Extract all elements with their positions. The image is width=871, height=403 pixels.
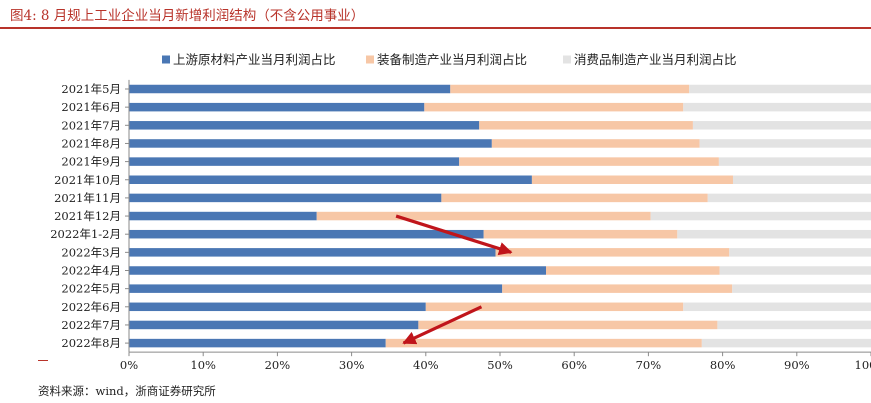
bar-segment-11-1 (502, 284, 733, 293)
x-tick-label-9: 90% (784, 358, 810, 372)
bar-segment-8-2 (677, 229, 871, 239)
title-divider (0, 27, 871, 29)
bar-segment-8-1 (483, 229, 678, 239)
bar-segment-14-2 (701, 338, 871, 348)
x-tick-label-5: 50% (487, 358, 513, 372)
bar-segment-4-0 (129, 157, 460, 166)
x-tick-label-4: 40% (413, 358, 439, 372)
bar-segment-6-1 (441, 193, 708, 203)
legend-label-2: 消费品制造产业当月利润占比 (574, 52, 737, 67)
legend-label-0: 上游原材料产业当月利润占比 (173, 52, 336, 67)
bar-segment-12-2 (683, 302, 871, 312)
bar-segment-3-2 (699, 139, 871, 148)
bar-segment-12-0 (129, 302, 426, 312)
bar-segment-11-0 (129, 284, 503, 293)
bar-segment-5-0 (129, 175, 532, 184)
bar-segment-9-2 (729, 248, 871, 257)
y-tick-label-4: 2021年9月 (61, 155, 121, 169)
trend-arrow-1 (402, 305, 483, 345)
y-tick-label-8: 2022年1-2月 (50, 227, 121, 241)
bar-segment-14-0 (129, 338, 386, 348)
y-tick-label-11: 2022年5月 (61, 282, 121, 296)
chart-axes: 2021年5月 2021年6月 2021年7月 2021年8月 2021年9月 2021年… (50, 79, 871, 372)
x-tick-label-10: 100% (855, 358, 871, 372)
legend-label-1: 装备制造产业当月利润占比 (377, 52, 527, 67)
bar-segment-7-2 (650, 211, 871, 221)
bar-segment-14-1 (385, 338, 702, 348)
bar-segment-13-2 (717, 320, 871, 330)
bar-segment-0-1 (450, 84, 690, 94)
bar-segment-2-2 (692, 121, 871, 130)
trend-arrow-0 (395, 214, 513, 256)
legend-swatch-0 (162, 55, 170, 64)
x-tick-label-1: 10% (190, 358, 216, 372)
bar-segment-13-1 (418, 320, 718, 330)
bar-segment-4-1 (459, 157, 719, 166)
bar-segment-2-1 (479, 121, 693, 130)
bar-segment-8-0 (129, 229, 484, 239)
bar-segment-2-0 (129, 121, 480, 130)
y-tick-label-5: 2021年10月 (54, 173, 121, 187)
bar-segment-9-0 (129, 248, 496, 257)
x-tick-label-8: 80% (710, 358, 736, 372)
bar-segment-12-1 (425, 302, 684, 312)
bar-segment-9-1 (495, 248, 730, 257)
y-tick-label-9: 2022年3月 (61, 245, 121, 259)
chart-title: 图4: 8 月规上工业企业当月新增利润结构（不含公用事业） (10, 8, 365, 24)
y-tick-label-13: 2022年7月 (61, 318, 121, 332)
annotation-layer (395, 214, 513, 345)
bar-segment-4-2 (718, 157, 871, 166)
bar-segment-11-2 (732, 284, 871, 293)
x-tick-label-2: 20% (265, 358, 291, 372)
source-note: 资料来源：wind，浙商证券研究所 (38, 384, 216, 398)
bar-segment-1-0 (129, 102, 425, 112)
bar-segment-10-0 (129, 266, 546, 275)
y-tick-label-2: 2021年7月 (61, 118, 121, 132)
y-tick-label-6: 2021年11月 (54, 191, 121, 205)
bar-segment-10-1 (546, 266, 720, 275)
y-tick-label-7: 2021年12月 (54, 209, 121, 223)
y-tick-label-1: 2021年6月 (61, 100, 121, 114)
x-tick-label-0: 0% (120, 358, 138, 372)
y-tick-label-3: 2021年8月 (61, 136, 121, 150)
x-tick-label-6: 60% (561, 358, 587, 372)
legend-swatch-1 (366, 55, 374, 64)
y-tick-label-10: 2022年4月 (61, 264, 121, 278)
bar-segment-7-1 (316, 211, 651, 221)
bar-segment-0-0 (129, 84, 451, 94)
chart-legend: 上游原材料产业当月利润占比 装备制造产业当月利润占比 消费品制造产业当月利润占比 (162, 52, 737, 67)
bar-segment-6-0 (129, 193, 442, 203)
bar-segment-7-0 (129, 211, 317, 221)
y-tick-label-0: 2021年5月 (61, 82, 121, 96)
legend-swatch-2 (563, 55, 571, 64)
source-marker (38, 360, 48, 361)
bar-segment-1-1 (424, 102, 684, 112)
bar-segment-1-2 (683, 102, 871, 112)
bar-segment-5-2 (732, 175, 871, 184)
bar-segment-6-2 (707, 193, 871, 203)
bar-segment-0-2 (689, 84, 871, 94)
bar-area (129, 84, 871, 348)
bar-segment-13-0 (129, 320, 419, 330)
bar-segment-5-1 (531, 175, 733, 184)
x-tick-label-3: 30% (339, 358, 365, 372)
bar-segment-3-0 (129, 139, 492, 148)
y-tick-label-14: 2022年8月 (61, 336, 121, 350)
x-tick-label-7: 70% (636, 358, 662, 372)
bar-segment-10-2 (719, 266, 871, 275)
y-tick-label-12: 2022年6月 (61, 300, 121, 314)
bar-segment-3-1 (491, 139, 700, 148)
